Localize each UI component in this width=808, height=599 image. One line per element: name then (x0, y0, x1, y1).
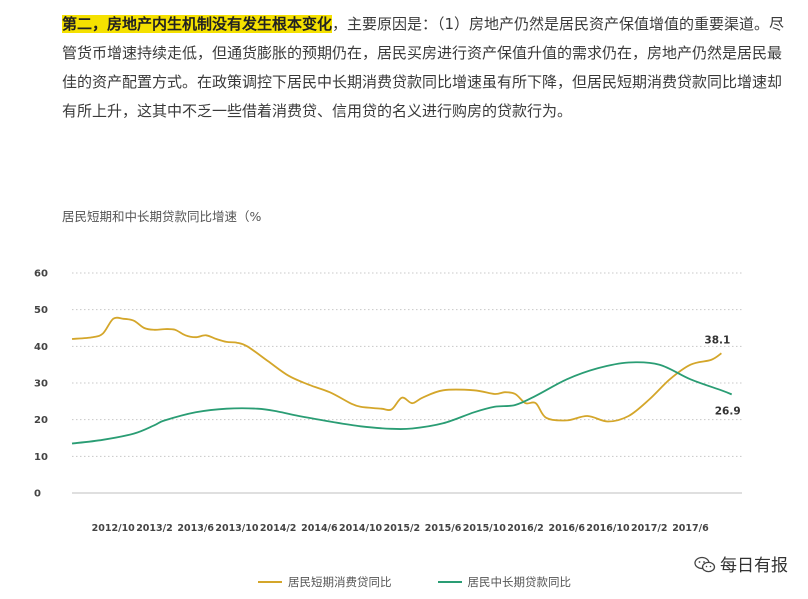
legend-swatch-long-term (437, 581, 462, 583)
chart-title: 居民短期和中长期贷款同比增速（% (62, 209, 262, 224)
intro-paragraph: 第二，房地产内生机制没有发生根本变化，主要原因是：（1）房地产仍然是居民资产保值… (62, 10, 788, 126)
y-tick-label: 20 (34, 415, 48, 426)
end-value-label: 26.9 (715, 405, 741, 417)
x-tick-label: 2017/6 (672, 523, 709, 534)
x-tick-label: 2012/10 (92, 523, 136, 534)
y-tick-label: 0 (34, 489, 41, 500)
watermark-text: 每日有报 (720, 556, 788, 576)
wechat-icon (694, 556, 716, 572)
chart-legend: 居民短期消费贷同比 居民中长期贷款同比 (258, 574, 571, 590)
end-value-label: 38.1 (704, 334, 730, 346)
x-tick-label: 2013/2 (136, 523, 173, 534)
y-tick-label: 30 (34, 379, 48, 390)
x-tick-label: 2014/6 (301, 523, 338, 534)
x-tick-label: 2014/2 (260, 523, 297, 534)
x-tick-label: 2013/6 (177, 523, 214, 534)
legend-item-short-term: 居民短期消费贷同比 (258, 574, 392, 590)
x-tick-label: 2017/2 (631, 523, 668, 534)
series-line-long-term (71, 361, 733, 445)
series-line-short-term (71, 316, 722, 423)
legend-label-short-term: 居民短期消费贷同比 (288, 575, 392, 589)
y-tick-label: 60 (34, 269, 48, 280)
x-tick-label: 2014/10 (339, 523, 383, 534)
watermark: 每日有报 (694, 551, 788, 576)
paragraph-body: ，主要原因是：（1）房地产仍然是居民资产保值增值的重要渠道。尽管货币增速持续走低… (62, 15, 785, 120)
highlight-heading: 第二，房地产内生机制没有发生根本变化 (62, 15, 333, 33)
y-tick-label: 40 (34, 342, 48, 353)
y-tick-label: 50 (34, 305, 48, 316)
x-tick-label: 2015/6 (425, 523, 462, 534)
legend-item-long-term: 居民中长期贷款同比 (437, 574, 572, 590)
x-tick-label: 2016/10 (586, 523, 630, 534)
x-tick-label: 2015/2 (384, 523, 421, 534)
x-tick-label: 2016/6 (549, 523, 586, 534)
y-tick-label: 10 (34, 452, 48, 463)
legend-swatch-short-term (258, 581, 282, 583)
x-tick-label: 2016/2 (507, 523, 544, 534)
x-tick-label: 2015/10 (463, 523, 507, 534)
x-tick-label: 2013/10 (215, 523, 259, 534)
legend-label-long-term: 居民中长期贷款同比 (467, 575, 572, 589)
